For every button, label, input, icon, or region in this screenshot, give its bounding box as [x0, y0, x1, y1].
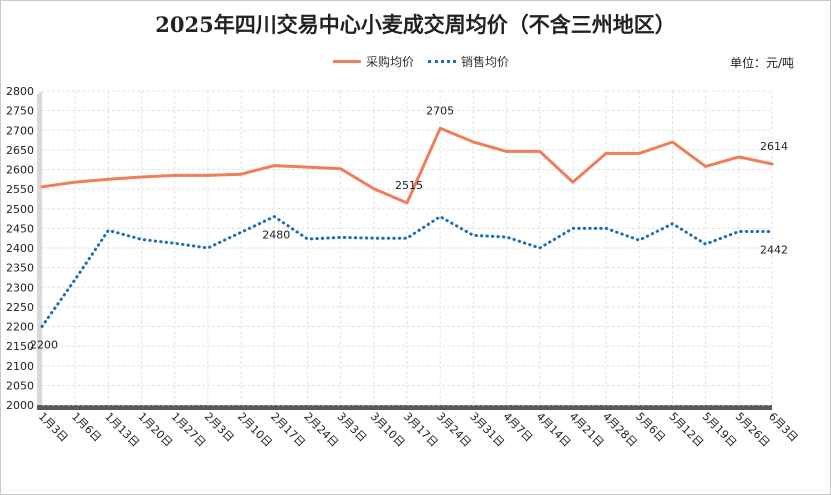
x-tick-label: 5月19日: [700, 410, 740, 450]
legend-label-purchase: 采购均价: [366, 55, 415, 69]
y-tick-label: 2300: [6, 281, 34, 294]
plot-floor: [37, 405, 772, 410]
x-tick-label: 3月31日: [467, 410, 507, 450]
legend-item-purchase: 采购均价: [333, 53, 414, 70]
x-tick-label: 1月6日: [69, 410, 104, 445]
x-tick-label: 4月28日: [600, 410, 640, 450]
y-tick-label: 2050: [6, 379, 34, 392]
data-label: 2515: [395, 179, 423, 192]
plot-side-wall: [37, 91, 42, 409]
chart-title: 2025年四川交易中心小麦成交周均价（不含三州地区）: [155, 12, 676, 37]
x-tick-label: 4月14日: [534, 410, 574, 450]
x-tick-label: 4月21日: [567, 410, 607, 450]
x-tick-label: 1月20日: [135, 410, 175, 450]
x-tick-label: 2月24日: [301, 410, 341, 450]
x-tick-label: 5月12日: [666, 410, 706, 450]
y-tick-label: 2400: [6, 242, 34, 255]
x-tick-label: 3月24日: [434, 410, 474, 450]
y-tick-label: 2700: [6, 124, 34, 137]
y-tick-label: 2500: [6, 203, 34, 216]
x-tick-label: 3月10日: [368, 410, 408, 450]
legend-label-sale: 销售均价: [461, 55, 510, 69]
chart-legend: 采购均价 销售均价: [333, 53, 523, 70]
y-tick-label: 2550: [6, 183, 34, 196]
y-tick-label: 2450: [6, 222, 34, 235]
x-tick-label: 2月10日: [235, 410, 275, 450]
y-tick-label: 2650: [6, 144, 34, 157]
y-tick-label: 2100: [6, 360, 34, 373]
x-tick-label: 1月13日: [102, 410, 142, 450]
legend-swatch-purchase: [333, 60, 361, 63]
x-tick-label: 2月17日: [268, 410, 308, 450]
data-label: 2480: [262, 229, 290, 242]
y-tick-label: 2350: [6, 262, 34, 275]
y-tick-label: 2250: [6, 301, 34, 314]
y-tick-label: 2150: [6, 340, 34, 353]
x-tick-label: 3月17日: [401, 410, 441, 450]
x-tick-label: 5月26日: [733, 410, 773, 450]
x-tick-label: 1月27日: [169, 410, 209, 450]
y-tick-label: 2800: [6, 85, 34, 98]
data-label: 2442: [760, 244, 788, 257]
unit-label: 单位：元/吨: [729, 56, 794, 70]
data-label: 2705: [426, 104, 454, 117]
y-tick-label: 2200: [6, 321, 34, 334]
legend-swatch-sale: [428, 60, 457, 63]
series-line-purchase: [40, 126, 774, 205]
y-tick-label: 2000: [6, 399, 34, 412]
legend-item-sale: 销售均价: [428, 53, 509, 70]
y-tick-label: 2600: [6, 164, 34, 177]
x-tick-label: 1月3日: [36, 410, 71, 445]
y-tick-label: 2750: [6, 105, 34, 118]
data-label: 2614: [760, 140, 788, 153]
data-label: 2200: [30, 339, 58, 352]
